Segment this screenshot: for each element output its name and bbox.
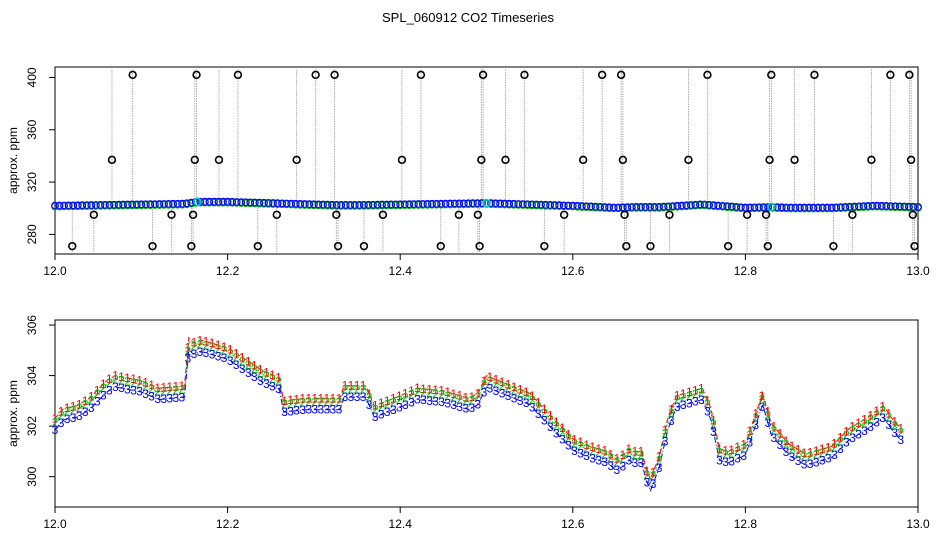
plot-frame — [55, 67, 918, 254]
outlier-point — [908, 156, 915, 163]
outlier-point — [704, 71, 711, 78]
series-3-label: 3 — [740, 449, 747, 463]
outlier-point — [764, 243, 771, 250]
series-3-label: 3 — [710, 425, 717, 439]
series-3-label: 3 — [475, 398, 482, 412]
series-3-label: 3 — [897, 433, 904, 447]
x-tick-label: 13.0 — [906, 517, 930, 531]
series-3-label: 3 — [650, 477, 657, 491]
y-tick-label: 320 — [25, 172, 39, 192]
outlier-point — [235, 71, 242, 78]
x-tick-label: 12.2 — [216, 517, 240, 531]
series-3-label: 3 — [638, 456, 645, 470]
x-tick-label: 12.0 — [43, 517, 67, 531]
y-tick-label: 302 — [25, 416, 39, 436]
outlier-point — [418, 71, 425, 78]
y-tick-label: 304 — [25, 365, 39, 385]
x-tick-label: 12.4 — [389, 517, 413, 531]
series-3-label: 3 — [752, 418, 759, 432]
outlier-point — [766, 156, 773, 163]
series-3-label: 3 — [662, 434, 669, 448]
chart-title: SPL_060912 CO2 Timeseries — [382, 10, 554, 25]
x-tick-label: 12.2 — [216, 264, 240, 278]
x-tick-label: 12.4 — [389, 264, 413, 278]
y-tick-label: 280 — [25, 224, 39, 244]
series-3-label: 3 — [656, 461, 663, 475]
x-tick-label: 12.8 — [734, 517, 758, 531]
outlier-point — [744, 211, 751, 218]
outlier-point — [647, 243, 654, 250]
x-tick-label: 12.6 — [561, 264, 585, 278]
y-tick-label: 306 — [25, 315, 39, 335]
y-axis-label: approx. ppm — [6, 127, 20, 194]
x-tick-label: 13.0 — [906, 264, 930, 278]
series-2-line — [55, 342, 901, 484]
x-tick-label: 12.0 — [43, 264, 67, 278]
outlier-point — [599, 71, 606, 78]
y-tick-label: 360 — [25, 119, 39, 139]
outlier-point — [90, 211, 97, 218]
series-3-label: 3 — [758, 400, 765, 414]
series-3-label: 3 — [179, 390, 186, 404]
series-3-label: 3 — [746, 436, 753, 450]
outlier-point — [561, 211, 568, 218]
outlier-point — [474, 211, 481, 218]
x-tick-label: 12.6 — [561, 517, 585, 531]
series-3-label: 3 — [704, 405, 711, 419]
outlier-point — [911, 243, 918, 250]
y-axis-label: approx. ppm — [6, 380, 20, 447]
bottom-panel-co2-series: 12.0 12.2 12.4 12.6 12.8 13.0 300 302 304 306 appr… — [6, 315, 930, 531]
outlier-point — [521, 71, 528, 78]
outlier-point — [768, 71, 775, 78]
outlier-point — [129, 71, 136, 78]
outlier-point — [399, 156, 406, 163]
outlier-point — [149, 243, 156, 250]
outlier-point — [312, 71, 319, 78]
outlier-point — [193, 71, 200, 78]
outlier-point — [216, 156, 223, 163]
series-3-label: 3 — [668, 414, 675, 428]
y-tick-label: 400 — [25, 67, 39, 87]
outlier-point — [906, 71, 913, 78]
y-tick-label: 300 — [25, 466, 39, 486]
series-3-label: 3 — [764, 416, 771, 430]
figure: SPL_060912 CO2 Timeseries 12.0 12.2 12.4 12… — [0, 0, 936, 540]
top-panel-co2-raw: 12.0 12.2 12.4 12.6 12.8 13.0 280 320 360 400 appr… — [6, 67, 930, 278]
x-tick-label: 12.8 — [734, 264, 758, 278]
series-3-label: 3 — [275, 382, 282, 396]
outlier-point — [191, 156, 198, 163]
series-3-label: 3 — [336, 403, 343, 417]
